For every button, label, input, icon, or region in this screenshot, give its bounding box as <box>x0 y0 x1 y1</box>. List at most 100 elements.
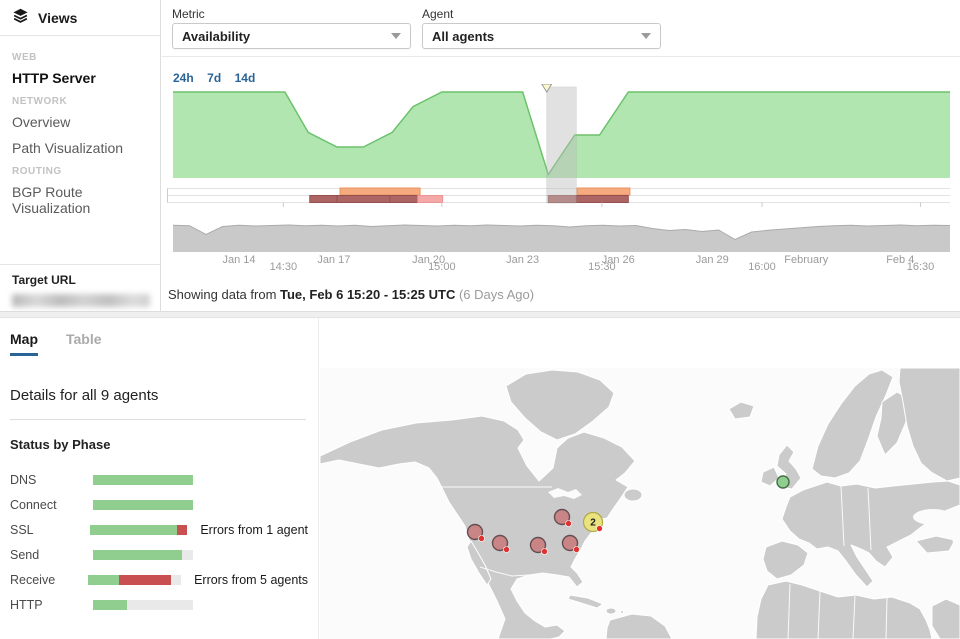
phase-row: Receive Errors from 5 agents <box>10 567 308 592</box>
brush-area <box>173 225 950 252</box>
range-14d-link[interactable]: 14d <box>235 71 256 85</box>
phase-segment-ok <box>93 500 193 510</box>
nav-heading-routing: ROUTING <box>12 166 148 177</box>
agent-marker-warning[interactable]: 2 <box>584 513 603 532</box>
phase-status-bar <box>93 500 193 510</box>
active-tab-underline <box>10 353 38 356</box>
error-event-bar[interactable] <box>340 188 420 195</box>
alert-dot-icon <box>504 547 510 553</box>
chevron-down-icon <box>391 33 401 39</box>
alert-dot-icon <box>479 536 485 542</box>
time-selection-band[interactable] <box>547 87 577 203</box>
phase-rows: DNS Connect SSL Errors from 1 agent Send Rece… <box>10 467 308 617</box>
target-url-label: Target URL <box>12 273 148 287</box>
phase-status-bar <box>93 475 193 485</box>
date-axis-label: February <box>778 254 834 266</box>
availability-area-chart[interactable] <box>167 84 950 208</box>
phase-name: Receive <box>10 573 88 587</box>
chevron-down-icon <box>641 33 651 39</box>
status-by-phase-title: Status by Phase <box>10 437 308 452</box>
sidebar-item-http-server[interactable]: HTTP Server <box>12 70 148 86</box>
phase-error-note: Errors from 5 agents <box>194 573 308 587</box>
tab-map[interactable]: Map <box>10 331 38 363</box>
details-title: Details for all 9 agents <box>10 387 308 404</box>
date-axis-label: Feb 4 <box>872 254 928 266</box>
timeline-panel: Metric Availability Agent All agents 24h… <box>162 0 960 317</box>
phase-status-bar <box>93 600 193 610</box>
views-sidebar: Views WEB HTTP Server NETWORK Overview P… <box>0 0 161 317</box>
divider <box>10 419 306 420</box>
sidebar-item-bgp-route-visualization[interactable]: BGP Route Visualization <box>12 184 148 216</box>
phase-name: DNS <box>10 473 93 487</box>
agent-marker-ok[interactable] <box>777 476 789 488</box>
date-axis-label: Jan 17 <box>306 254 362 266</box>
app-window: Views WEB HTTP Server NETWORK Overview P… <box>0 0 960 639</box>
phase-status-bar <box>93 550 193 560</box>
error-event-bar[interactable] <box>310 196 418 203</box>
date-axis-label: Jan 14 <box>211 254 267 266</box>
status-note: Showing data from Tue, Feb 6 15:20 - 15:… <box>168 287 534 302</box>
history-brush-chart[interactable] <box>167 222 950 252</box>
phase-segment-error <box>119 575 170 585</box>
filters-bar: Metric Availability Agent All agents <box>162 0 960 57</box>
sidebar-item-path-visualization[interactable]: Path Visualization <box>12 140 148 156</box>
world-map-svg[interactable]: 2 <box>320 368 960 639</box>
layers-icon <box>12 7 29 29</box>
sidebar-item-overview[interactable]: Overview <box>12 114 148 130</box>
status-note-range: Tue, Feb 6 15:20 - 15:25 UTC <box>280 287 455 302</box>
alert-dot-icon <box>542 549 548 555</box>
alert-dot-icon <box>574 547 580 553</box>
phase-row: Send <box>10 542 308 567</box>
phase-name: Connect <box>10 498 93 512</box>
cluster-count-label: 2 <box>590 518 596 529</box>
phase-segment-ok <box>93 600 127 610</box>
error-event-bar[interactable] <box>577 188 630 195</box>
agent-details-panel: Map Table Details for all 9 agents Statu… <box>0 318 319 639</box>
map-newfoundland <box>624 489 642 501</box>
metric-select[interactable]: Availability <box>172 23 411 49</box>
range-24h-link[interactable]: 24h <box>173 71 194 85</box>
agent-select[interactable]: All agents <box>422 23 661 49</box>
phase-row: DNS <box>10 467 308 492</box>
phase-name: HTTP <box>10 598 93 612</box>
nav-heading-web: WEB <box>12 52 148 63</box>
phase-segment-ok <box>90 525 176 535</box>
phase-segment-empty <box>182 550 193 560</box>
section-divider <box>0 311 960 318</box>
map-island <box>621 611 624 614</box>
map-island <box>606 608 616 614</box>
phase-segment-ok <box>88 575 120 585</box>
alert-dot-icon <box>566 521 572 527</box>
agent-label: Agent <box>422 7 453 21</box>
phase-name: SSL <box>10 523 90 537</box>
date-axis-label: Jan 29 <box>684 254 740 266</box>
phase-row: HTTP <box>10 592 308 617</box>
target-url-value-blurred <box>12 294 150 307</box>
range-7d-link[interactable]: 7d <box>207 71 221 85</box>
metric-value: Availability <box>182 29 250 44</box>
nav-heading-network: NETWORK <box>12 96 148 107</box>
map-black-sea <box>913 509 953 525</box>
alert-dot-icon <box>597 526 603 532</box>
date-axis-label: Jan 26 <box>590 254 646 266</box>
phase-error-note: Errors from 1 agent <box>200 523 308 537</box>
phase-segment-empty <box>171 575 181 585</box>
tab-table[interactable]: Table <box>66 331 102 363</box>
phase-segment-error <box>177 525 188 535</box>
phase-row: Connect <box>10 492 308 517</box>
status-note-age: (6 Days Ago) <box>455 287 534 302</box>
phase-status-bar <box>88 575 181 585</box>
agent-value: All agents <box>432 29 494 44</box>
map-arabia <box>932 599 960 639</box>
target-url-block: Target URL <box>0 264 160 317</box>
phase-segment-ok <box>93 475 193 485</box>
phase-row: SSL Errors from 1 agent <box>10 517 308 542</box>
error-event-bar[interactable] <box>418 196 443 203</box>
metric-label: Metric <box>172 7 205 21</box>
phase-status-bar <box>90 525 187 535</box>
date-axis-label: Jan 23 <box>495 254 551 266</box>
sidebar-title: Views <box>38 10 77 26</box>
date-axis-label: Jan 20 <box>401 254 457 266</box>
views-header: Views <box>0 0 160 36</box>
phase-name: Send <box>10 548 93 562</box>
